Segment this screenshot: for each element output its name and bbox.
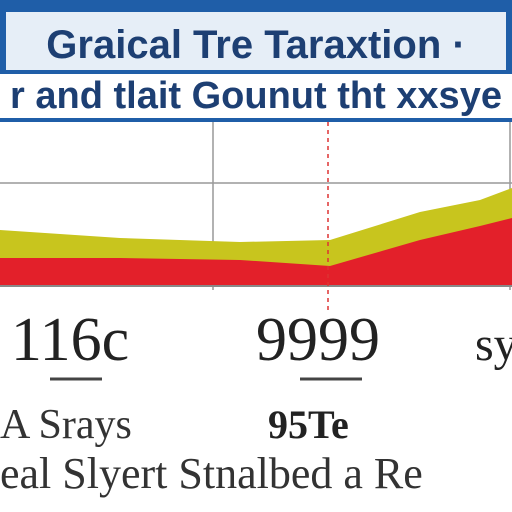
big-label: 116c (11, 306, 129, 374)
small-label: A Srays (0, 402, 132, 448)
title: Graical Tre Taraxtion · (46, 23, 465, 67)
title-box (6, 12, 506, 70)
subtitle-box (0, 74, 512, 118)
big-label: 9999 (256, 306, 380, 374)
subtitle: r and tlait Gounut tht xxsye (10, 75, 502, 117)
footer-text: eal Slyert Stnalbed a Re (0, 449, 423, 498)
area-red (0, 218, 512, 285)
small-label: 95Te (268, 402, 349, 447)
big-label: sy (475, 318, 512, 371)
